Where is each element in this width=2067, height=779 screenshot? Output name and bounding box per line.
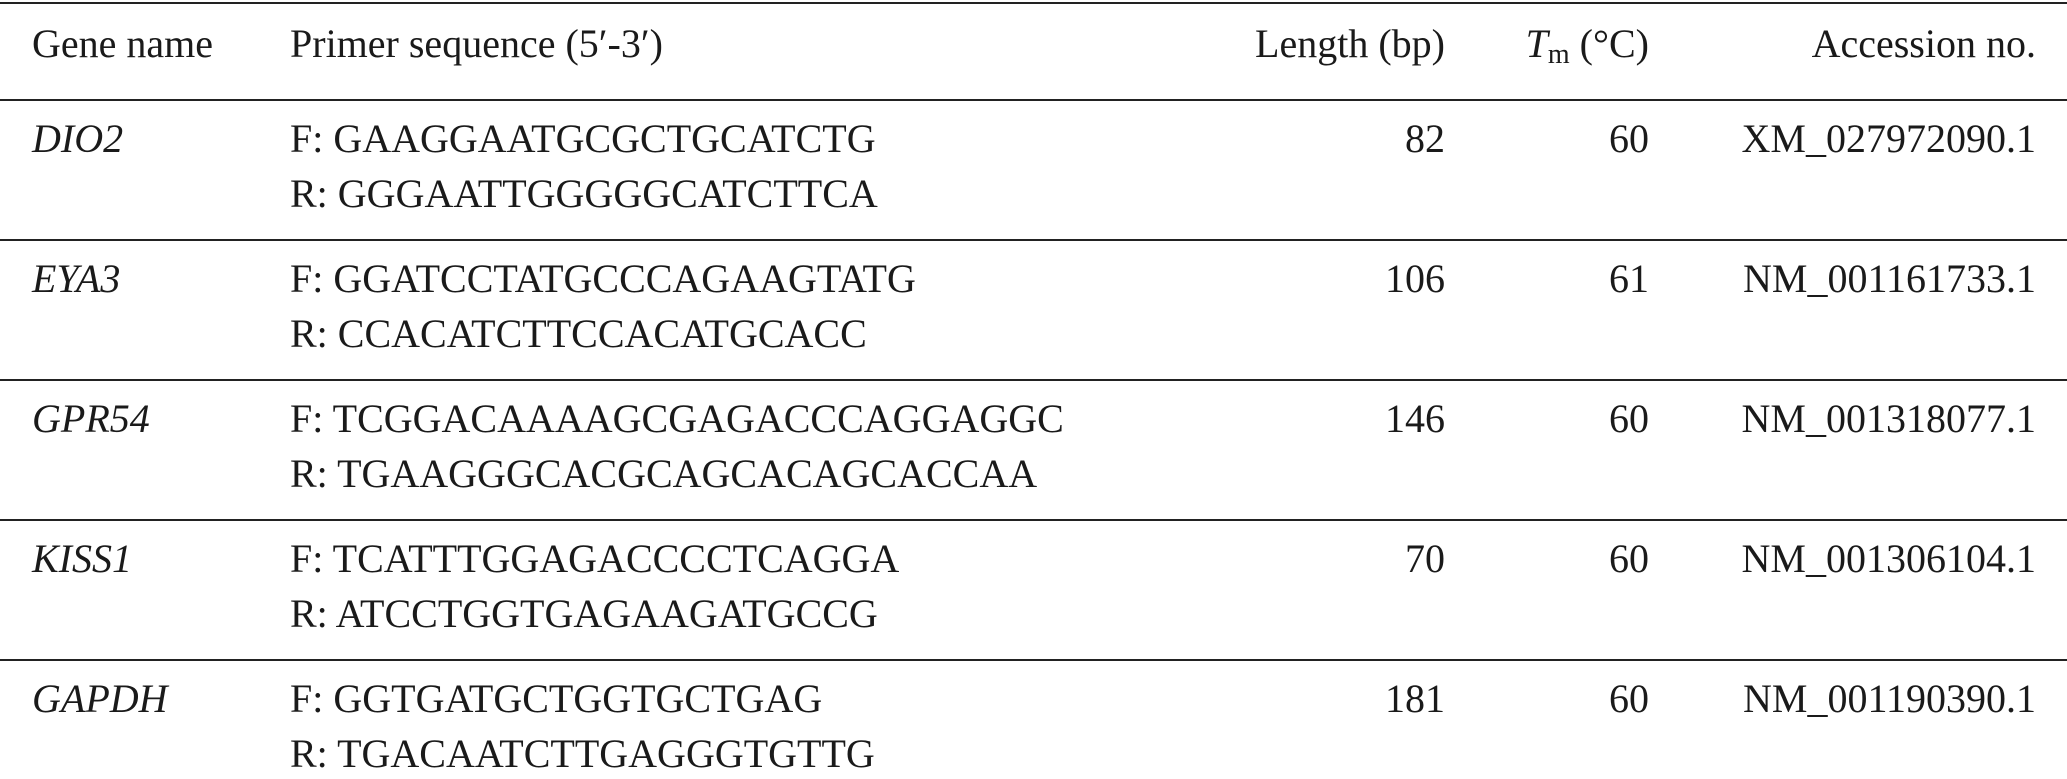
primer-line: F: TCATTTGGAGACCCCTCAGGA bbox=[290, 536, 900, 581]
primer-sequence: F: GGTGATGCTGGTGCTGAG R: TGACAATCTTGAGGGT… bbox=[290, 660, 1000, 779]
gene-name: DIO2 bbox=[0, 100, 290, 241]
primer-line: R: GGGAATTGGGGGCATCTTCA bbox=[290, 171, 878, 216]
gene-name: KISS1 bbox=[0, 520, 290, 661]
accession-cell: NM_001306104.1 bbox=[1649, 520, 2067, 661]
primer-sequence: F: GAAGGAATGCGCTGCATCTG R: GGGAATTGGGGGCA… bbox=[290, 100, 1000, 241]
accession-cell: NM_001161733.1 bbox=[1649, 240, 2067, 381]
length-cell: 82 bbox=[1000, 100, 1445, 241]
header-cell: Accession no. bbox=[1649, 2, 2067, 101]
tm-cell: 60 bbox=[1445, 660, 1649, 779]
length-cell: 146 bbox=[1000, 380, 1445, 521]
primer-line: R: CCACATCTTCCACATGCACC bbox=[290, 311, 867, 356]
header-cell: Primer sequence (5′-3′) bbox=[290, 2, 1000, 101]
gene-name: GPR54 bbox=[0, 380, 290, 521]
primer-sequence: F: TCATTTGGAGACCCCTCAGGA R: ATCCTGGTGAGAA… bbox=[290, 520, 1000, 661]
table-row: EYA3 F: GGATCCTATGCCCAGAAGTATG R: CCACATCT… bbox=[0, 240, 2067, 381]
tm-cell: 60 bbox=[1445, 100, 1649, 241]
table-row: GAPDH F: GGTGATGCTGGTGCTGAG R: TGACAATCTTG… bbox=[0, 660, 2067, 779]
primer-line: F: GGATCCTATGCCCAGAAGTATG bbox=[290, 256, 916, 301]
tm-cell: 61 bbox=[1445, 240, 1649, 381]
primer-line: F: TCGGACAAAAGCGAGACCCAGGAGGC bbox=[290, 396, 1064, 441]
header-unit: (°C) bbox=[1579, 21, 1649, 66]
header-row: Gene name Primer sequence (5′-3′) Length (… bbox=[0, 2, 2067, 101]
table-row: DIO2 F: GAAGGAATGCGCTGCATCTG R: GGGAATTGGG… bbox=[0, 100, 2067, 241]
header-cell: Gene name bbox=[0, 2, 290, 101]
length-cell: 181 bbox=[1000, 660, 1445, 779]
table-header: Gene name Primer sequence (5′-3′) Length (… bbox=[0, 2, 2067, 101]
accession-cell: NM_001190390.1 bbox=[1649, 660, 2067, 779]
table-row: GPR54 F: TCGGACAAAAGCGAGACCCAGGAGGC R: TGA… bbox=[0, 380, 2067, 521]
gene-name: EYA3 bbox=[0, 240, 290, 381]
primer-line: R: ATCCTGGTGAGAAGATGCCG bbox=[290, 591, 878, 636]
primer-sequence: F: GGATCCTATGCCCAGAAGTATG R: CCACATCTTCCA… bbox=[290, 240, 1000, 381]
header-cell: Tm (°C) bbox=[1445, 2, 1649, 101]
primer-line: R: TGACAATCTTGAGGGTGTTG bbox=[290, 731, 875, 776]
accession-cell: NM_001318077.1 bbox=[1649, 380, 2067, 521]
length-cell: 70 bbox=[1000, 520, 1445, 661]
header-subscript: m bbox=[1547, 39, 1570, 70]
primer-line: F: GGTGATGCTGGTGCTGAG bbox=[290, 676, 823, 721]
primer-line: R: TGAAGGGCACGCAGCACAGCACCAA bbox=[290, 451, 1038, 496]
gene-name: GAPDH bbox=[0, 660, 290, 779]
primer-sequence: F: TCGGACAAAAGCGAGACCCAGGAGGC R: TGAAGGGC… bbox=[290, 380, 1064, 521]
tm-cell: 60 bbox=[1445, 380, 1649, 521]
tm-cell: 60 bbox=[1445, 520, 1649, 661]
header-cell: Length (bp) bbox=[1000, 2, 1445, 101]
table-body: DIO2 F: GAAGGAATGCGCTGCATCTG R: GGGAATTGGG… bbox=[0, 100, 2067, 779]
length-cell: 106 bbox=[1000, 240, 1445, 381]
primer-line: F: GAAGGAATGCGCTGCATCTG bbox=[290, 116, 876, 161]
header-symbol: T bbox=[1525, 21, 1548, 66]
table-row: KISS1 F: TCATTTGGAGACCCCTCAGGA R: ATCCTGGT… bbox=[0, 520, 2067, 661]
accession-cell: XM_027972090.1 bbox=[1649, 100, 2067, 241]
